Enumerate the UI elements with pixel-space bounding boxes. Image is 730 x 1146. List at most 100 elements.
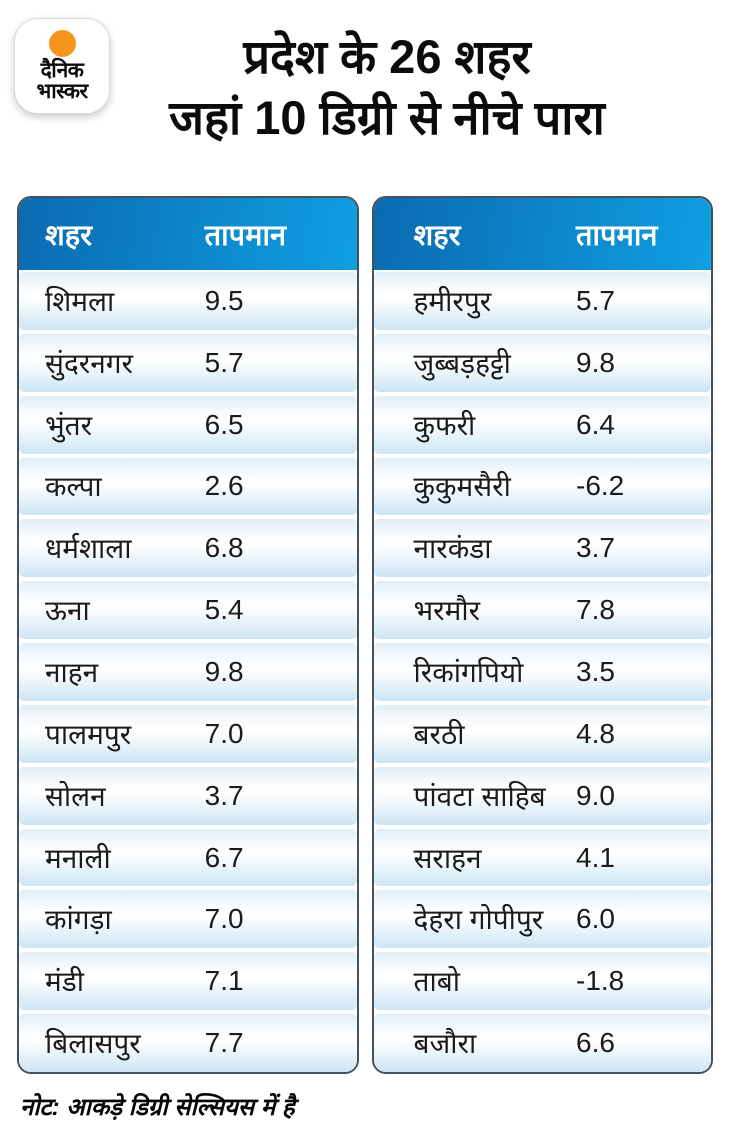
temperature-value: 6.8 xyxy=(204,532,244,564)
temperature-value: -1.8 xyxy=(576,965,625,997)
city-name: कांगड़ा xyxy=(45,904,112,936)
table-row: मनाली 6.7 xyxy=(19,828,357,887)
city-name: पालमपुर xyxy=(45,718,132,750)
temperature-value: 9.5 xyxy=(204,284,244,316)
table-row: सराहन 4.1 xyxy=(373,828,711,887)
table-row: शिमला 9.5 xyxy=(19,272,357,330)
title-line2: जहां 10 डिग्री से नीचे पारा xyxy=(169,91,605,144)
temperature-value: 9.8 xyxy=(204,655,244,687)
temperature-value: -6.2 xyxy=(576,470,625,502)
table-row: कुकुमसैरी -6.2 xyxy=(373,457,711,516)
temperature-value: 3.7 xyxy=(204,779,244,811)
table-row: हमीरपुर 5.7 xyxy=(373,272,711,330)
temperature-value: 7.8 xyxy=(576,594,615,626)
city-name: मंडी xyxy=(45,966,84,998)
table-row: पालमपुर 7.0 xyxy=(19,704,357,763)
column-header-city: शहर xyxy=(45,219,92,252)
city-name: सोलन xyxy=(45,780,106,812)
table-row: कल्पा 2.6 xyxy=(19,457,357,516)
table-row: नारकंडा 3.7 xyxy=(373,519,711,578)
city-name: बरठी xyxy=(413,718,465,750)
temperature-value: 7.0 xyxy=(204,903,244,935)
city-name: बिलासपुर xyxy=(45,1028,141,1060)
temperature-value: 4.1 xyxy=(576,841,615,873)
city-name: पांवटा साहिब xyxy=(413,780,546,812)
temperature-value: 3.5 xyxy=(576,655,615,687)
table-row: धर्मशाला 6.8 xyxy=(19,519,357,578)
masthead: दैनिक भास्कर प्रदेश के 26 शहर जहां 10 डि… xyxy=(0,0,730,196)
logo-sun-icon xyxy=(48,30,76,57)
temperature-value: 6.4 xyxy=(576,408,615,440)
table-row: सुंदरनगर 5.7 xyxy=(19,333,357,392)
city-name: सुंदरनगर xyxy=(45,347,134,379)
column-header-temperature: तापमान xyxy=(204,219,287,252)
city-name: धर्मशाला xyxy=(45,533,132,565)
temperature-value: 6.5 xyxy=(204,408,244,440)
city-name: भुंतर xyxy=(45,409,93,441)
city-name: भरमौर xyxy=(413,595,481,627)
table-row: ताबो -1.8 xyxy=(373,952,711,1011)
table-row: कुफरी 6.4 xyxy=(373,395,711,454)
city-name: बजौरा xyxy=(413,1028,477,1060)
footer: नोट: आकड़े डिग्री सेल्सियस में है xyxy=(0,1090,730,1123)
city-name: जुब्बड़हट्टी xyxy=(413,347,511,379)
column-header-city: शहर xyxy=(413,219,461,252)
table-row: नाहन 9.8 xyxy=(19,643,357,701)
city-name: शिमला xyxy=(45,285,115,317)
title-line1: प्रदेश के 26 शहर xyxy=(243,30,531,83)
table-row: पांवटा साहिब 9.0 xyxy=(373,766,711,825)
table-row: सोलन 3.7 xyxy=(19,766,357,825)
temperature-value: 6.0 xyxy=(576,903,615,935)
logo-text-line1: दैनिक xyxy=(40,59,84,82)
city-name: मनाली xyxy=(45,842,111,874)
temperature-value: 5.7 xyxy=(204,346,244,378)
temperature-value: 9.8 xyxy=(576,346,615,378)
column-header-temperature: तापमान xyxy=(576,219,658,252)
temperature-value: 6.6 xyxy=(576,1027,615,1059)
temperature-table-left: शहर तापमान शिमला 9.5 सुंदरनगर 5.7 भुंतर 6.5 कल… xyxy=(17,196,359,1074)
table-row: भरमौर 7.8 xyxy=(373,581,711,640)
temperature-value: 2.6 xyxy=(204,470,244,502)
temperature-value: 4.8 xyxy=(576,717,615,749)
temperature-table-right: शहर तापमान हमीरपुर 5.7 जुब्बड़हट्टी 9.8 कुफर… xyxy=(371,196,713,1074)
table-row: रिकांगपियो 3.5 xyxy=(373,643,711,701)
table-row: बरठी 4.8 xyxy=(373,704,711,763)
table-row: भुंतर 6.5 xyxy=(19,395,357,454)
table-row: बिलासपुर 7.7 xyxy=(19,1014,357,1072)
city-name: कुकुमसैरी xyxy=(413,471,511,503)
table-row: जुब्बड़हट्टी 9.8 xyxy=(373,333,711,392)
city-name: कल्पा xyxy=(45,471,102,503)
dainik-bhaskar-logo: दैनिक भास्कर xyxy=(14,18,110,114)
table-row: बजौरा 6.6 xyxy=(373,1014,711,1072)
city-name: हमीरपुर xyxy=(413,285,492,317)
table-header: शहर तापमान xyxy=(373,198,711,270)
temperature-value: 7.0 xyxy=(204,717,244,749)
table-body: हमीरपुर 5.7 जुब्बड़हट्टी 9.8 कुफरी 6.4 कुकुमसै… xyxy=(373,270,711,1072)
table-row: मंडी 7.1 xyxy=(19,952,357,1011)
logo-text-line2: भास्कर xyxy=(36,80,88,103)
city-name: सराहन xyxy=(413,842,482,874)
weather-infographic: दैनिक भास्कर प्रदेश के 26 शहर जहां 10 डि… xyxy=(0,0,730,1123)
city-name: नाहन xyxy=(45,656,99,688)
city-name: ताबो xyxy=(413,966,460,998)
temperature-value: 7.7 xyxy=(204,1027,244,1059)
table-row: ऊना 5.4 xyxy=(19,581,357,640)
city-name: कुफरी xyxy=(413,409,476,441)
city-name: रिकांगपियो xyxy=(413,656,524,688)
temperature-value: 9.0 xyxy=(576,779,615,811)
city-name: देहरा गोपीपुर xyxy=(413,904,544,936)
page-title: प्रदेश के 26 शहर जहां 10 डिग्री से नीचे … xyxy=(110,26,664,148)
temperature-value: 7.1 xyxy=(204,965,244,997)
temperature-value: 5.7 xyxy=(576,284,615,316)
table-header: शहर तापमान xyxy=(19,198,357,270)
temperature-tables: शहर तापमान शिमला 9.5 सुंदरनगर 5.7 भुंतर 6.5 कल… xyxy=(0,196,730,1074)
temperature-value: 6.7 xyxy=(204,841,244,873)
city-name: ऊना xyxy=(45,595,90,627)
temperature-value: 5.4 xyxy=(204,594,244,626)
table-body: शिमला 9.5 सुंदरनगर 5.7 भुंतर 6.5 कल्पा 2.6 धर्मश… xyxy=(19,270,357,1072)
temperature-value: 3.7 xyxy=(576,532,615,564)
table-row: देहरा गोपीपुर 6.0 xyxy=(373,890,711,949)
footnote: नोट: आकड़े डिग्री सेल्सियस में है xyxy=(20,1094,295,1121)
city-name: नारकंडा xyxy=(413,533,492,565)
table-row: कांगड़ा 7.0 xyxy=(19,890,357,949)
